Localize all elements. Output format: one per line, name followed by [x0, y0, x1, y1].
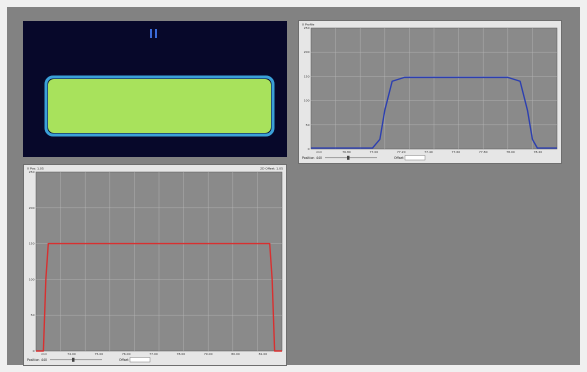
offset-label: Offset: [394, 156, 404, 160]
profile-series-line: [311, 76, 557, 149]
profile-chart-top: X Profile 250 200 150 100 50 0 mm 76.80 77.00 77.2…: [298, 20, 562, 164]
y-tick-label: 0: [33, 349, 35, 353]
x-tick-label: 77.00: [370, 150, 379, 154]
position-label: Position: [27, 358, 39, 362]
profile-header-left: X Pos: 1.05: [27, 167, 44, 171]
y-tick-label: 50: [306, 123, 310, 127]
x-tick-label: 79.00: [204, 352, 213, 356]
x-tick-label: 76.00: [122, 352, 131, 356]
y-tick-label: 150: [304, 74, 310, 78]
x-tick-label: 80.00: [231, 352, 240, 356]
y-tick-label: 100: [304, 99, 310, 103]
x-tick-label: 77.20: [397, 150, 406, 154]
position-label: Position: [302, 156, 314, 160]
y-tick-label: 250: [304, 26, 310, 30]
beam-spot: [48, 79, 271, 133]
y-tick-label: 200: [304, 50, 310, 54]
camera-view: [23, 21, 287, 157]
beam-edge: [44, 75, 275, 137]
x-tick-label: 76.80: [342, 150, 351, 154]
x-tick-label: 77.40: [424, 150, 433, 154]
profile-header-left: X Profile: [302, 23, 314, 27]
x-tick-label: 77.60: [452, 150, 461, 154]
x-tick-label: 78.00: [506, 150, 515, 154]
offset-input[interactable]: [404, 155, 426, 161]
x-tick-label: 77.00: [149, 352, 158, 356]
x-tick-label: mm: [41, 352, 47, 356]
profile-series-line: [36, 242, 282, 352]
beam-image: [23, 21, 287, 157]
x-tick-label: 78.00: [177, 352, 186, 356]
offset-label: Offset: [119, 358, 129, 362]
position-slider-thumb[interactable]: [72, 357, 75, 362]
x-tick-label: 74.00: [67, 352, 76, 356]
beam-marker-1: [150, 29, 152, 38]
y-tick-label: 50: [31, 313, 35, 317]
position-slider-thumb[interactable]: [347, 155, 350, 160]
y-tick-label: 250: [29, 170, 35, 174]
x-tick-label: mm: [316, 150, 322, 154]
profile-bottom-svg: X Pos: 1.05 2D Offset: 1.05 250 200 150 100 50…: [27, 167, 283, 363]
offset-input[interactable]: [129, 357, 151, 363]
y-tick-label: 0: [308, 147, 310, 151]
beam-marker-2: [155, 29, 157, 38]
x-tick-label: 78.20: [534, 150, 543, 154]
y-tick-label: 100: [29, 277, 35, 281]
position-value: 440: [41, 358, 47, 362]
profile-chart-bottom: X Pos: 1.05 2D Offset: 1.05 250 200 150 100 50…: [23, 164, 287, 366]
y-tick-label: 200: [29, 206, 35, 210]
x-tick-label: 77.80: [479, 150, 488, 154]
y-tick-label: 150: [29, 242, 35, 246]
application-window: X Profile 250 200 150 100 50 0 mm 76.80 77.00 77.2…: [7, 7, 580, 366]
position-value: 440: [316, 156, 322, 160]
profile-header-right: 2D Offset: 1.05: [260, 167, 283, 171]
x-tick-label: 81.00: [259, 352, 268, 356]
x-tick-label: 75.00: [95, 352, 104, 356]
